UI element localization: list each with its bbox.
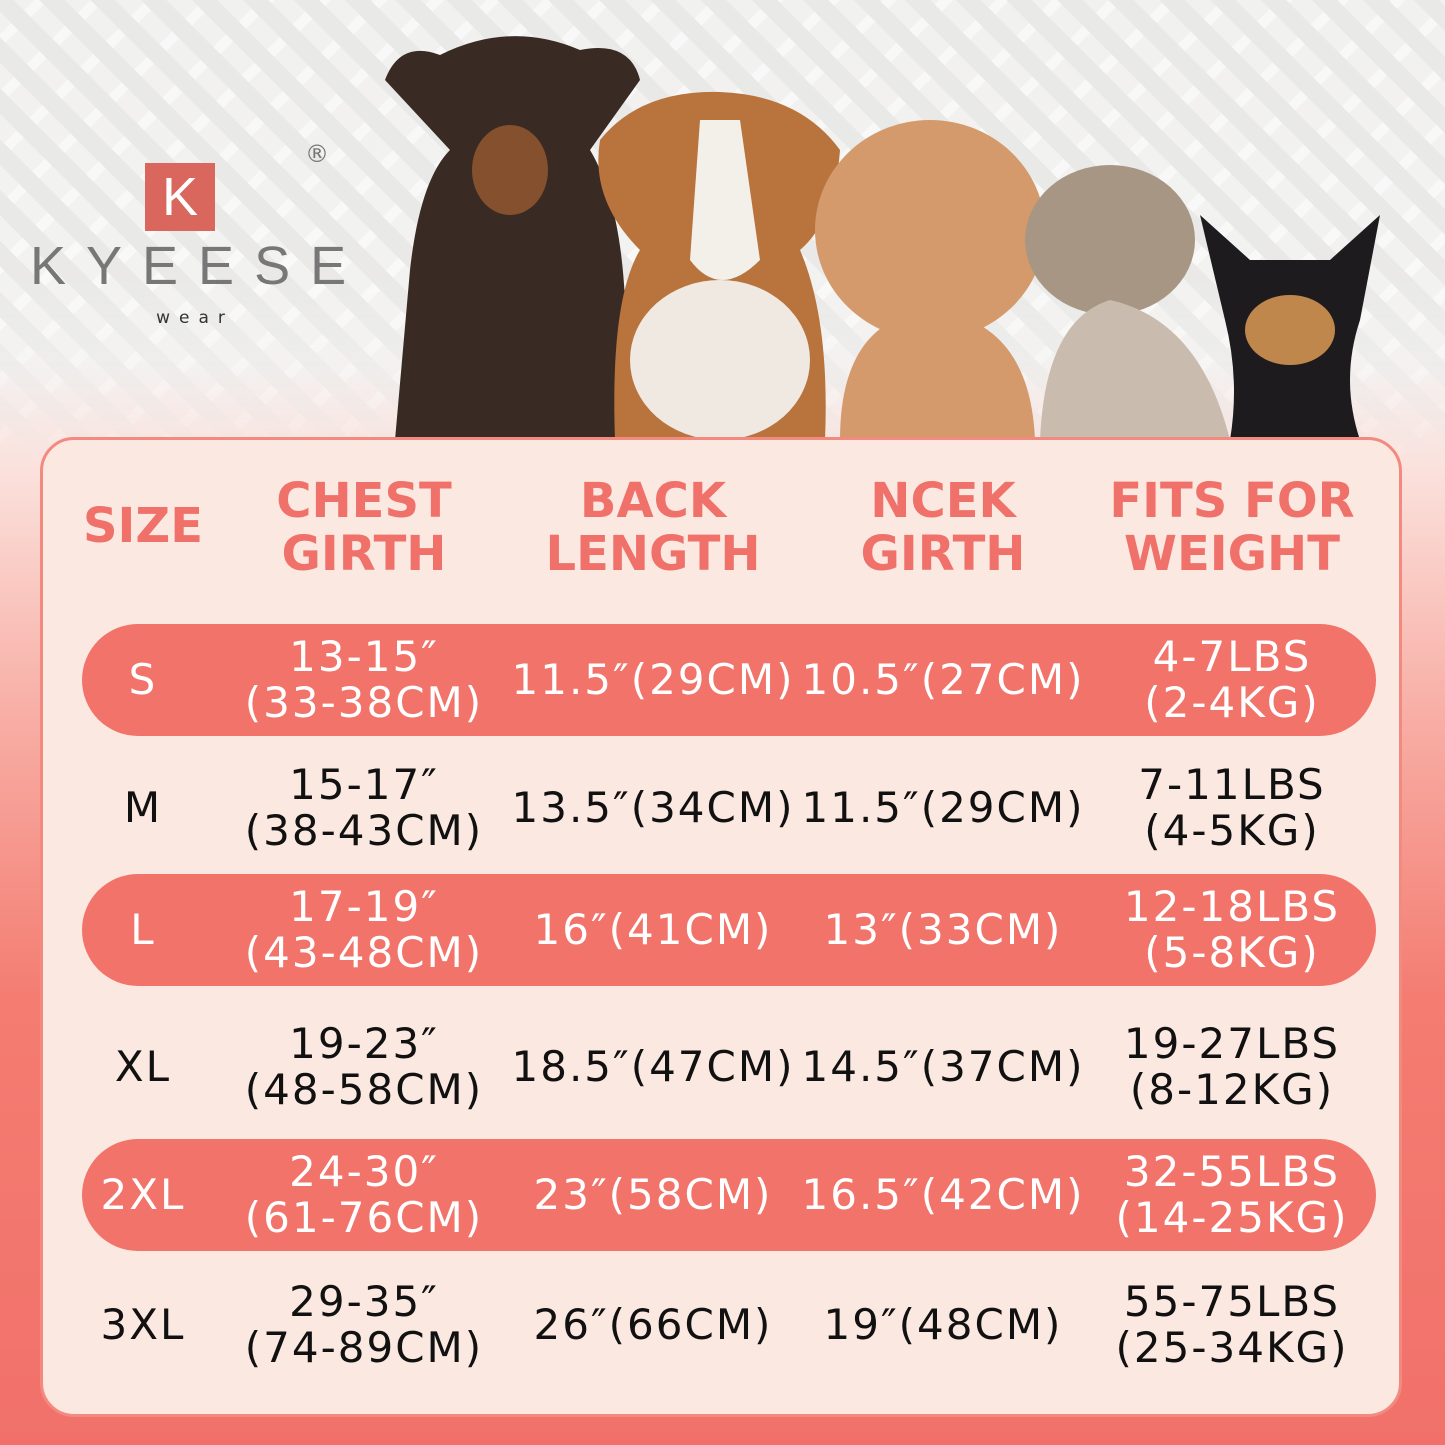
cell-neck: 10.5″(27CM): [801, 655, 1085, 704]
cell-chest: 19-23″ (48-58CM): [244, 1019, 484, 1114]
poodle-image: [815, 120, 1045, 440]
cell-size: L: [130, 905, 156, 954]
cell-size: S: [128, 655, 158, 704]
cell-back: 18.5″(47CM): [511, 1042, 795, 1091]
cell-size: M: [123, 783, 163, 832]
cell-size: XL: [114, 1042, 172, 1091]
cell-weight: 55-75LBS (25-34KG): [1115, 1277, 1349, 1372]
table-row: XL 19-23″ (48-58CM) 18.5″(47CM) 14.5″(37CM)…: [82, 1011, 1376, 1123]
cell-weight: 4-7LBS (2-4KG): [1144, 632, 1320, 727]
header-neck-girth: NCEK GIRTH: [860, 473, 1026, 582]
cell-weight: 32-55LBS (14-25KG): [1115, 1147, 1349, 1242]
header-size: SIZE: [82, 498, 204, 554]
cell-weight: 19-27LBS (8-12KG): [1123, 1019, 1341, 1114]
header-back-length: BACK LENGTH: [545, 473, 761, 582]
chihuahua-image: [1200, 215, 1380, 440]
table-row: 3XL 29-35″ (74-89CM) 26″(66CM) 19″(48CM) 55-…: [82, 1269, 1376, 1381]
cell-chest: 17-19″ (43-48CM): [244, 882, 484, 977]
cell-back: 11.5″(29CM): [511, 655, 795, 704]
cell-back: 13.5″(34CM): [511, 783, 795, 832]
header-chest-girth: CHEST GIRTH: [276, 473, 452, 582]
cell-neck: 11.5″(29CM): [801, 783, 1085, 832]
cell-chest: 29-35″ (74-89CM): [244, 1277, 484, 1372]
cell-neck: 19″(48CM): [823, 1300, 1063, 1349]
doberman-image: [385, 36, 640, 440]
cell-back: 16″(41CM): [533, 905, 773, 954]
cell-neck: 14.5″(37CM): [801, 1042, 1085, 1091]
cell-neck: 13″(33CM): [823, 905, 1063, 954]
cell-neck: 16.5″(42CM): [801, 1170, 1085, 1219]
dogs-photo: [385, 36, 1380, 440]
cell-weight: 12-18LBS (5-8KG): [1123, 882, 1341, 977]
brand-logo: K ® KYEESE wear: [30, 140, 350, 340]
cell-chest: 24-30″ (61-76CM): [244, 1147, 484, 1242]
cell-back: 26″(66CM): [533, 1300, 773, 1349]
header-weight: FITS FOR WEIGHT: [1109, 473, 1355, 582]
cell-chest: 13-15″ (33-38CM): [244, 632, 484, 727]
brand-sub: wear: [156, 308, 234, 328]
brand-name: KYEESE: [30, 236, 367, 296]
cell-back: 23″(58CM): [533, 1170, 773, 1219]
registered-mark: ®: [305, 140, 329, 168]
cell-weight: 7-11LBS (4-5KG): [1138, 760, 1326, 855]
cell-size: 3XL: [100, 1300, 186, 1349]
cell-chest: 15-17″ (38-43CM): [244, 760, 484, 855]
table-row: L 17-19″ (43-48CM) 16″(41CM) 13″(33CM) 12-18…: [82, 874, 1376, 986]
terrier-image: [1025, 165, 1230, 440]
cell-size: 2XL: [100, 1170, 186, 1219]
table-row: S 13-15″ (33-38CM) 11.5″(29CM) 10.5″(27CM) 4…: [82, 624, 1376, 736]
table-row: M 15-17″ (38-43CM) 13.5″(34CM) 11.5″(29CM) 7…: [82, 752, 1376, 864]
logo-mark: K: [145, 163, 215, 231]
table-row: 2XL 24-30″ (61-76CM) 23″(58CM) 16.5″(42CM) 3…: [82, 1139, 1376, 1251]
beagle-image: [598, 91, 840, 440]
